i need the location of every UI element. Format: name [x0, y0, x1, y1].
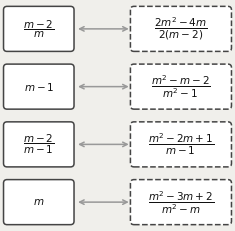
FancyBboxPatch shape: [130, 180, 231, 225]
Text: $\dfrac{m^2-2m+1}{m-1}$: $\dfrac{m^2-2m+1}{m-1}$: [148, 132, 214, 157]
Text: $\dfrac{2m^2-4m}{2(m-2)}$: $\dfrac{2m^2-4m}{2(m-2)}$: [154, 16, 208, 42]
FancyBboxPatch shape: [130, 122, 231, 167]
FancyBboxPatch shape: [4, 122, 74, 167]
FancyBboxPatch shape: [4, 64, 74, 109]
FancyBboxPatch shape: [4, 6, 74, 52]
Text: $m-1$: $m-1$: [24, 81, 54, 93]
FancyBboxPatch shape: [4, 180, 74, 225]
Text: $\dfrac{m^2-m-2}{m^2-1}$: $\dfrac{m^2-m-2}{m^2-1}$: [151, 73, 211, 100]
Text: $\dfrac{m-2}{m}$: $\dfrac{m-2}{m}$: [23, 18, 55, 40]
FancyBboxPatch shape: [130, 6, 231, 52]
Text: $m$: $m$: [33, 197, 44, 207]
Text: $\dfrac{m-2}{m-1}$: $\dfrac{m-2}{m-1}$: [23, 133, 55, 156]
Text: $\dfrac{m^2-3m+2}{m^2-m}$: $\dfrac{m^2-3m+2}{m^2-m}$: [148, 189, 214, 216]
FancyBboxPatch shape: [130, 64, 231, 109]
